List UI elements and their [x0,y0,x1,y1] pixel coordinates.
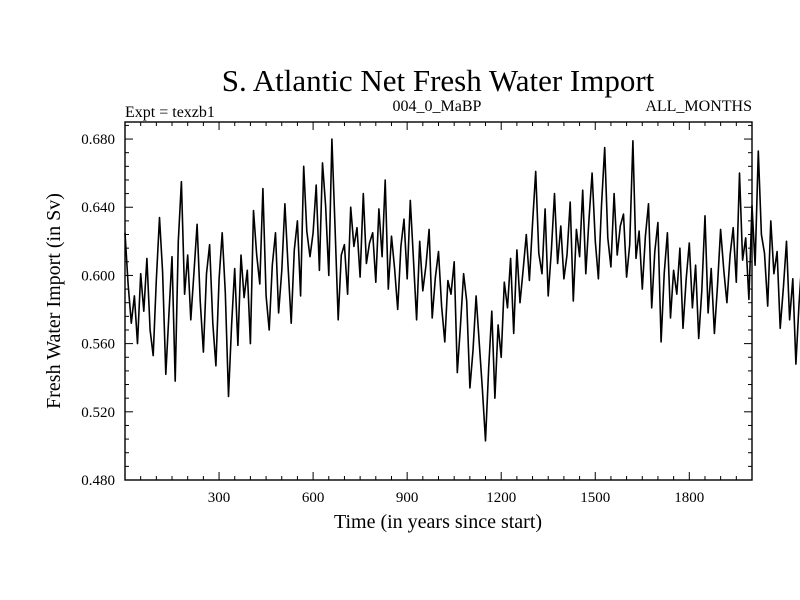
x-tick-label: 1800 [674,490,704,506]
y-tick-label: 0.680 [81,132,115,148]
y-axis-ticks: 0.480 0.520 0.560 0.600 0.640 0.680 [81,124,752,489]
y-tick-label: 0.560 [81,337,115,353]
series-line-fresh-water-import [124,138,800,442]
x-axis-label: Time (in years since start) [334,511,542,533]
plot-frame [124,121,753,481]
y-tick-label: 0.520 [81,405,115,421]
y-axis-label: Fresh Water Import (in Sv) [43,193,65,409]
x-tick-label: 300 [208,490,231,506]
x-axis-ticks: 300 600 900 1200 1500 1800 [140,122,753,506]
x-tick-label: 600 [302,490,325,506]
chart-title: S. Atlantic Net Fresh Water Import [222,63,655,98]
y-tick-label: 0.600 [81,268,115,284]
subtitle-center: 004_0_MaBP [393,98,482,115]
x-tick-label: 1500 [580,490,610,506]
subtitle-right: ALL_MONTHS [645,98,752,115]
y-tick-label: 0.640 [81,200,115,216]
y-tick-label: 0.480 [81,473,115,489]
subtitle-left: Expt = texzb1 [125,104,215,121]
x-tick-label: 900 [396,490,419,506]
x-tick-label: 1200 [486,490,516,506]
